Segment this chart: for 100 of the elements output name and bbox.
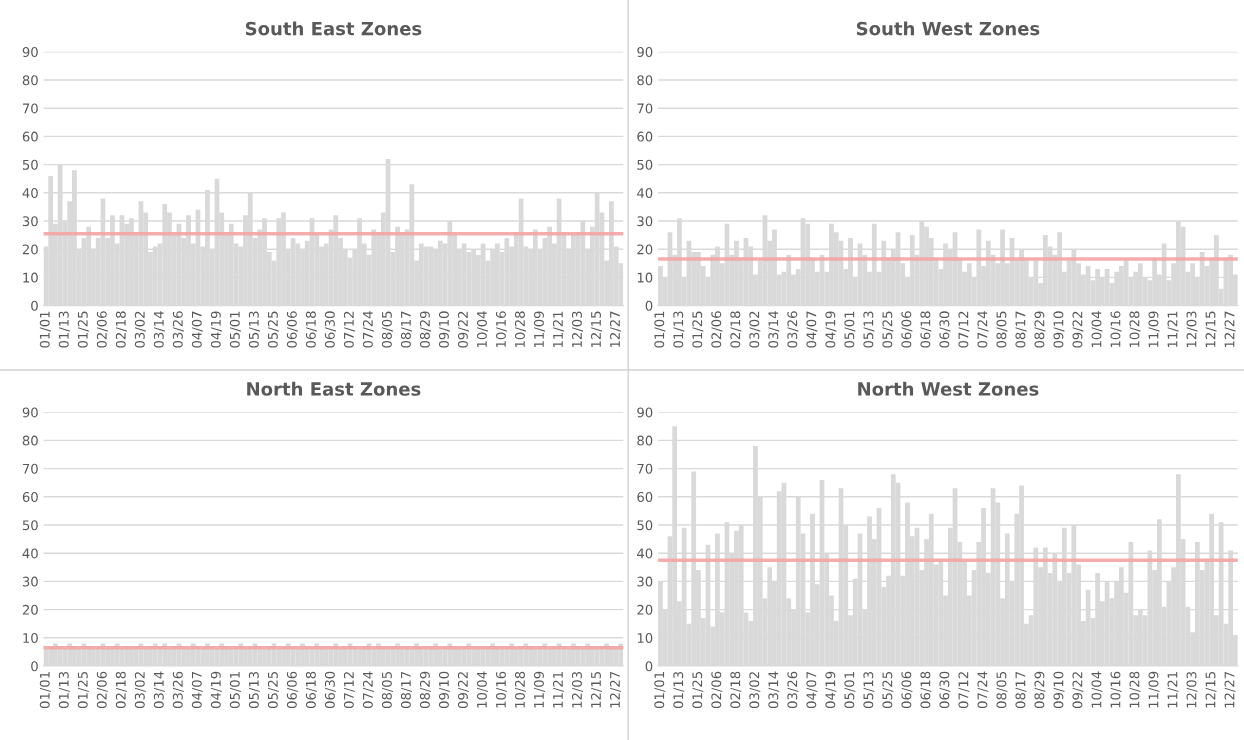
x-tick-label: 08/29 bbox=[419, 671, 431, 709]
x-tick-label: 08/17 bbox=[400, 671, 412, 709]
x-tick-label: 04/07 bbox=[806, 671, 818, 709]
y-tick-label: 70 bbox=[22, 103, 38, 114]
y-tick-label: 30 bbox=[637, 216, 653, 227]
x-tick-label: 12/03 bbox=[571, 311, 583, 348]
x-tick-label: 02/18 bbox=[115, 311, 127, 348]
x-tick-label: 06/30 bbox=[939, 311, 951, 348]
y-tick-label: 20 bbox=[637, 244, 653, 255]
x-tick-label: 08/29 bbox=[1034, 311, 1046, 348]
x-tick-label: 01/01 bbox=[39, 311, 51, 348]
x-tick-label: 05/13 bbox=[248, 311, 260, 348]
y-tick-label: 80 bbox=[22, 435, 38, 446]
x-tick-label: 11/21 bbox=[552, 311, 564, 348]
x-tick-label: 03/26 bbox=[787, 671, 799, 709]
x-tick-label: 03/02 bbox=[749, 672, 761, 709]
y-tick-label: 70 bbox=[637, 103, 653, 114]
x-tick-label: 09/22 bbox=[1072, 672, 1084, 709]
x-tick-label: 01/13 bbox=[58, 671, 70, 709]
x-tick-label: 06/06 bbox=[286, 671, 298, 709]
x-tick-label: 02/18 bbox=[115, 671, 127, 709]
x-tick-label: 02/06 bbox=[711, 311, 723, 348]
x-tick-label: 03/14 bbox=[153, 311, 165, 348]
x-tick-label: 03/02 bbox=[749, 311, 761, 348]
x-tick-label: 05/25 bbox=[267, 311, 279, 348]
x-tick-label: 10/16 bbox=[1110, 311, 1122, 348]
x-tick-label: 05/01 bbox=[229, 311, 241, 348]
x-tick-label: 12/15 bbox=[1205, 311, 1217, 348]
y-tick-label: 70 bbox=[22, 463, 38, 474]
x-tick-label: 08/17 bbox=[1015, 311, 1027, 348]
y-tick-label: 10 bbox=[23, 633, 38, 643]
x-tick-label: 05/01 bbox=[844, 672, 856, 709]
x-tick-label: 10/28 bbox=[1129, 671, 1141, 708]
x-tick-label: 06/18 bbox=[920, 671, 932, 709]
x-tick-label: 05/13 bbox=[863, 671, 875, 709]
x-tick-label: 02/18 bbox=[730, 311, 742, 348]
y-tick-label: 50 bbox=[637, 159, 653, 170]
x-tick-label: 12/03 bbox=[1186, 311, 1198, 348]
x-tick-label: 12/15 bbox=[1205, 672, 1217, 708]
x-tick-label: 10/04 bbox=[1091, 671, 1103, 708]
y-tick-label: 0 bbox=[645, 661, 653, 672]
y-tick-label: 10 bbox=[637, 633, 653, 643]
x-tick-label: 11/21 bbox=[1167, 311, 1179, 348]
x-tick-label: 09/22 bbox=[1072, 311, 1084, 348]
x-tick-label: 03/02 bbox=[134, 311, 146, 348]
x-tick-label: 10/16 bbox=[1110, 671, 1122, 708]
y-tick-label: 30 bbox=[22, 576, 38, 587]
y-tick-label: 0 bbox=[31, 661, 38, 672]
x-tick-label: 10/04 bbox=[1091, 311, 1103, 348]
x-tick-label: 11/09 bbox=[533, 311, 545, 348]
x-tick-label: 10/28 bbox=[514, 311, 526, 348]
x-tick-label: 01/13 bbox=[673, 671, 685, 709]
y-tick-label: 80 bbox=[637, 75, 653, 86]
y-tick-label: 60 bbox=[637, 131, 653, 142]
chart-title: North East Zones bbox=[247, 381, 421, 396]
y-tick-label: 20 bbox=[637, 604, 653, 615]
x-tick-label: 01/25 bbox=[692, 311, 704, 348]
x-tick-label: 10/28 bbox=[514, 671, 526, 708]
y-tick-label: 60 bbox=[637, 492, 653, 502]
y-tick-label: 40 bbox=[637, 548, 653, 559]
x-tick-label: 01/13 bbox=[58, 311, 70, 348]
x-tick-label: 04/19 bbox=[210, 311, 222, 348]
x-tick-label: 03/14 bbox=[768, 671, 780, 709]
x-tick-label: 12/15 bbox=[590, 311, 602, 348]
y-tick-label: 50 bbox=[637, 520, 653, 531]
y-tick-label: 30 bbox=[22, 216, 38, 227]
x-tick-label: 12/27 bbox=[1224, 671, 1236, 708]
x-tick-label: 06/18 bbox=[920, 311, 932, 348]
y-tick-label: 20 bbox=[22, 604, 38, 615]
x-tick-label: 08/05 bbox=[996, 311, 1008, 348]
x-tick-label: 02/06 bbox=[96, 311, 108, 348]
x-tick-label: 11/21 bbox=[552, 672, 564, 708]
x-tick-label: 07/12 bbox=[343, 311, 355, 348]
y-tick-label: 10 bbox=[23, 272, 38, 283]
x-tick-label: 11/09 bbox=[1148, 311, 1160, 348]
x-tick-label: 05/25 bbox=[882, 672, 894, 709]
y-tick-label: 90 bbox=[637, 47, 653, 57]
x-tick-label: 04/07 bbox=[806, 311, 818, 348]
x-tick-label: 04/19 bbox=[825, 671, 837, 709]
x-tick-label: 08/29 bbox=[1034, 671, 1046, 709]
x-tick-label: 09/10 bbox=[438, 671, 450, 709]
x-tick-label: 05/01 bbox=[844, 311, 856, 348]
x-tick-label: 05/25 bbox=[882, 311, 894, 348]
x-tick-label: 01/01 bbox=[654, 311, 666, 348]
x-tick-label: 02/06 bbox=[96, 671, 108, 709]
x-tick-label: 02/06 bbox=[711, 671, 723, 709]
y-tick-label: 80 bbox=[22, 75, 38, 86]
x-tick-label: 07/12 bbox=[343, 672, 355, 709]
y-tick-label: 60 bbox=[22, 492, 38, 502]
x-tick-label: 11/21 bbox=[1167, 672, 1179, 708]
x-tick-label: 01/01 bbox=[39, 672, 51, 709]
y-tick-label: 90 bbox=[637, 407, 653, 418]
x-tick-label: 07/24 bbox=[362, 671, 374, 709]
x-tick-label: 08/05 bbox=[381, 672, 393, 709]
x-tick-label: 06/06 bbox=[901, 311, 913, 348]
x-tick-label: 09/10 bbox=[438, 311, 450, 348]
y-tick-label: 90 bbox=[22, 407, 38, 418]
x-tick-label: 06/18 bbox=[305, 671, 317, 709]
x-tick-label: 09/10 bbox=[1053, 311, 1065, 348]
x-tick-label: 05/25 bbox=[267, 672, 279, 709]
